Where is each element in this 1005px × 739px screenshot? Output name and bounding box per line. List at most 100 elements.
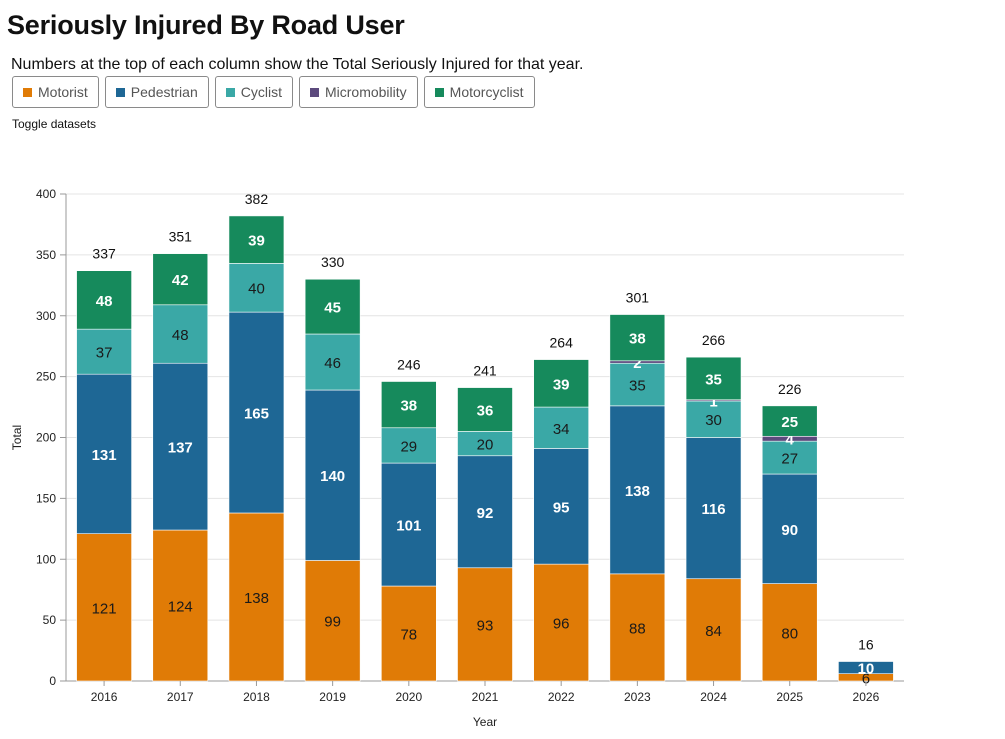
bar-cyclist-2020: [381, 427, 437, 464]
data-label-motorist-2020: 78: [400, 627, 417, 644]
x-tick-label-2018: 2018: [243, 690, 270, 704]
bar-motorist-2022: [533, 563, 589, 682]
bar-motorcyclist-2022: [533, 359, 589, 408]
data-label-cyclist-2025: 27: [781, 451, 798, 468]
legend-button-motorcyclist[interactable]: Motorcyclist: [423, 76, 535, 108]
cyclist-swatch-icon: [225, 87, 235, 97]
y-tick-label: 50: [43, 613, 57, 627]
bar-pedestrian-2022: [533, 448, 589, 565]
total-label-2019: 330: [321, 254, 345, 270]
motorcyclist-swatch-icon: [434, 87, 444, 97]
data-label-motorist-2026: 6: [862, 670, 870, 687]
bar-cyclist-2018: [228, 263, 285, 313]
data-label-motorcyclist-2019: 45: [324, 300, 341, 317]
x-tick-label-2020: 2020: [395, 690, 422, 704]
bar-pedestrian-2025: [761, 473, 818, 584]
bar-pedestrian-2019: [304, 389, 361, 561]
chart-subtitle: Numbers at the top of each column show t…: [11, 56, 584, 73]
data-label-pedestrian-2026: 10: [858, 661, 875, 678]
data-label-motorcyclist-2017: 42: [172, 272, 189, 289]
pedestrian-swatch-icon: [115, 87, 125, 97]
data-label-pedestrian-2019: 140: [320, 468, 345, 485]
bar-pedestrian-2020: [381, 462, 437, 587]
data-label-micromobility-2025: 4: [786, 432, 795, 449]
legend-label-motorcyclist: Motorcyclist: [449, 84, 524, 100]
y-tick-label: 400: [36, 187, 56, 201]
legend-button-micromobility[interactable]: Micromobility: [298, 76, 418, 108]
y-tick-label: 350: [36, 248, 56, 262]
x-tick-label-2021: 2021: [472, 690, 499, 704]
bar-motorcyclist-2023: [609, 314, 666, 362]
y-tick-label: 300: [36, 309, 56, 323]
total-label-2023: 301: [626, 290, 650, 306]
x-tick-label-2017: 2017: [167, 690, 194, 704]
data-label-cyclist-2017: 48: [172, 327, 189, 344]
bar-motorist-2018: [228, 512, 285, 682]
x-tick-label-2016: 2016: [91, 690, 118, 704]
bar-cyclist-2016: [76, 328, 132, 375]
data-label-motorcyclist-2022: 39: [553, 376, 570, 393]
legend-button-cyclist[interactable]: Cyclist: [214, 76, 293, 108]
data-label-motorcyclist-2021: 36: [477, 402, 494, 419]
bar-motorcyclist-2019: [304, 278, 361, 335]
y-axis-title: Total: [10, 425, 24, 450]
data-label-motorist-2018: 138: [244, 590, 269, 607]
toggle-datasets-label: Toggle datasets: [12, 117, 97, 131]
x-tick-label-2026: 2026: [853, 690, 880, 704]
bar-motorist-2025: [761, 583, 818, 682]
data-label-pedestrian-2024: 116: [701, 501, 725, 518]
data-label-motorcyclist-2025: 25: [781, 414, 798, 431]
bar-pedestrian-2023: [609, 405, 666, 575]
data-label-micromobility-2024: 1: [709, 393, 717, 410]
data-label-motorcyclist-2016: 48: [96, 293, 113, 310]
bar-motorist-2023: [609, 573, 666, 682]
bar-pedestrian-2021: [457, 455, 513, 569]
bar-motorist-2016: [76, 533, 132, 682]
total-label-2017: 351: [169, 229, 193, 245]
bar-motorist-2019: [304, 560, 361, 682]
total-label-2020: 246: [397, 356, 421, 372]
micromobility-swatch-icon: [309, 87, 319, 97]
data-label-cyclist-2024: 30: [705, 412, 722, 429]
total-label-2016: 337: [92, 246, 116, 262]
data-label-motorist-2017: 124: [168, 599, 193, 616]
bar-motorcyclist-2020: [381, 381, 437, 429]
data-label-cyclist-2018: 40: [248, 281, 265, 298]
total-label-2018: 382: [245, 191, 269, 207]
y-tick-label: 100: [36, 552, 56, 566]
x-axis-title: Year: [473, 715, 497, 729]
legend-label-motorist: Motorist: [38, 84, 88, 100]
x-tick-label-2019: 2019: [319, 690, 346, 704]
bar-cyclist-2024: [685, 400, 742, 438]
x-tick-label-2024: 2024: [700, 690, 727, 704]
x-tick-label-2025: 2025: [776, 690, 803, 704]
total-label-2025: 226: [778, 381, 802, 397]
data-label-motorist-2022: 96: [553, 616, 570, 633]
bar-pedestrian-2017: [152, 362, 209, 531]
data-label-motorcyclist-2023: 38: [629, 331, 646, 348]
legend-button-motorist[interactable]: Motorist: [12, 76, 99, 108]
data-label-pedestrian-2018: 165: [244, 406, 269, 423]
data-label-motorist-2019: 99: [324, 614, 341, 631]
bar-cyclist-2022: [533, 406, 589, 449]
bar-cyclist-2017: [152, 304, 209, 364]
bar-cyclist-2025: [761, 440, 818, 475]
data-label-motorcyclist-2020: 38: [400, 398, 417, 415]
bar-motorist-2021: [457, 567, 513, 682]
bar-cyclist-2023: [609, 362, 666, 407]
data-label-pedestrian-2025: 90: [781, 522, 798, 539]
motorist-swatch-icon: [23, 87, 32, 97]
bar-motorist-2020: [381, 585, 437, 682]
legend-toggle-group: Motorist Pedestrian Cyclist Micromobilit…: [12, 76, 535, 108]
total-label-2021: 241: [473, 363, 497, 379]
data-label-cyclist-2020: 29: [400, 438, 417, 455]
total-label-2024: 266: [702, 332, 726, 348]
bar-cyclist-2019: [304, 333, 361, 391]
data-label-motorist-2016: 121: [92, 600, 117, 617]
data-label-motorist-2025: 80: [781, 625, 798, 642]
bar-pedestrian-2016: [76, 373, 132, 534]
legend-button-pedestrian[interactable]: Pedestrian: [104, 76, 209, 108]
data-label-motorist-2021: 93: [477, 617, 494, 634]
data-label-motorcyclist-2024: 35: [705, 371, 722, 388]
legend-label-pedestrian: Pedestrian: [130, 84, 198, 100]
